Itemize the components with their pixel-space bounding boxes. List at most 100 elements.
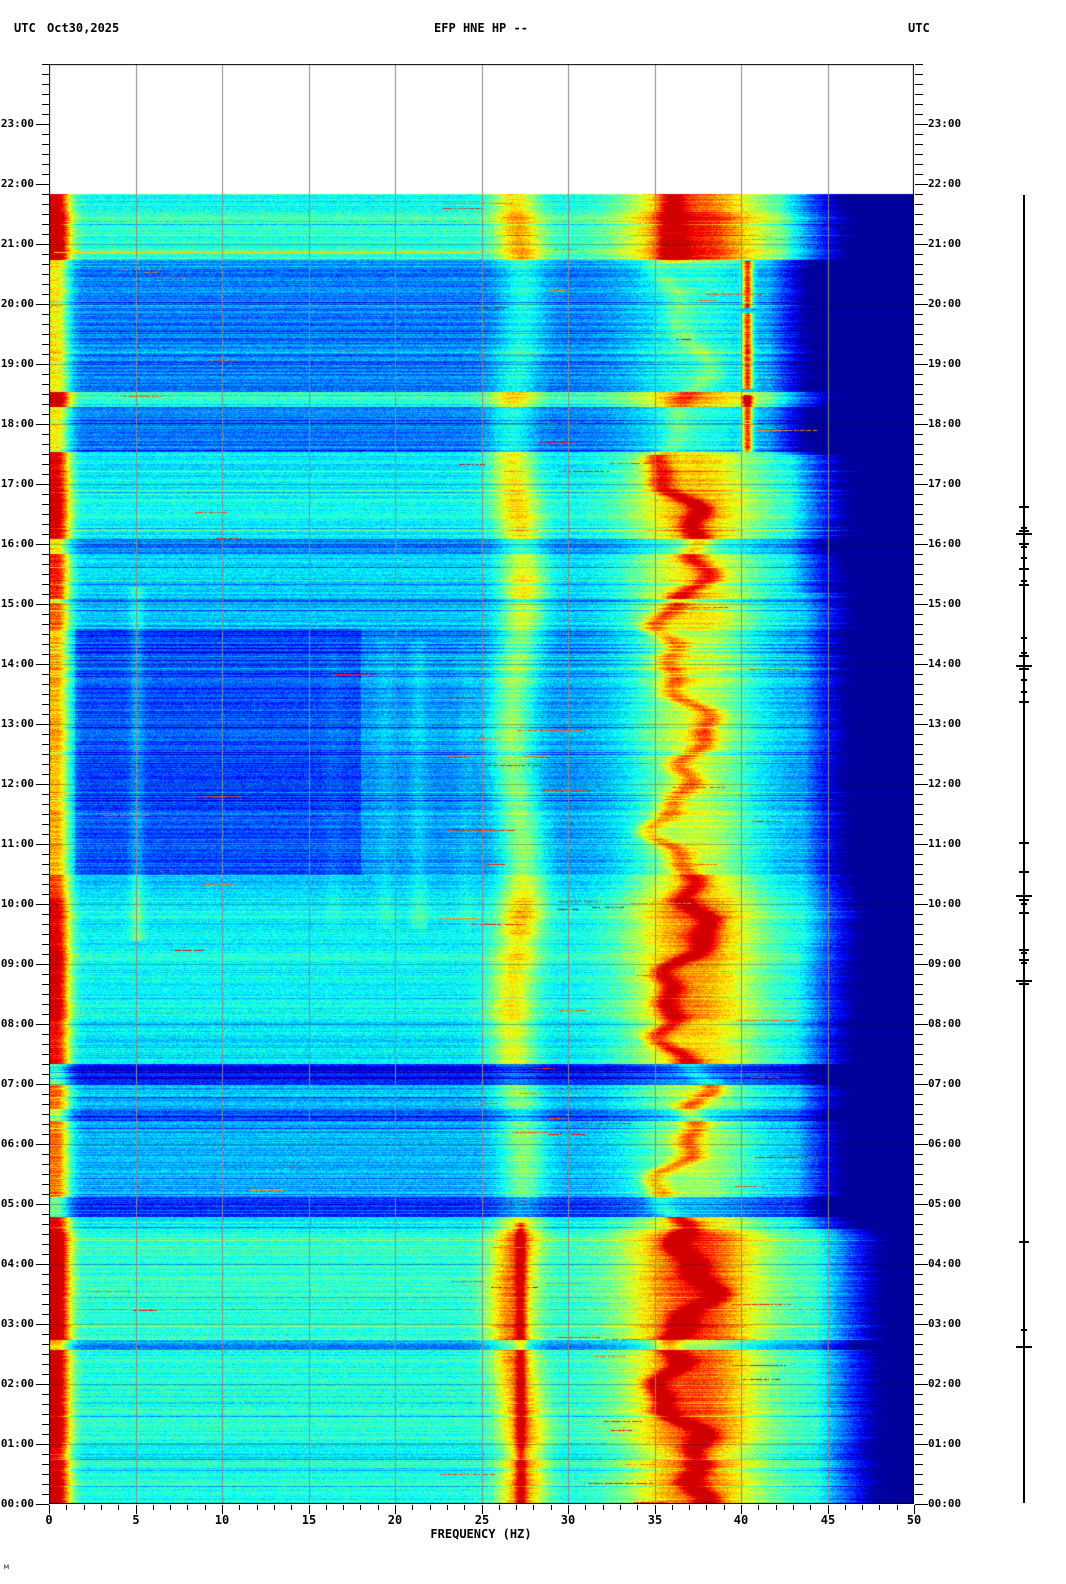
y-tick-right (915, 74, 923, 75)
x-tick (914, 1505, 915, 1514)
x-tick (793, 1505, 794, 1510)
x-tick (395, 1505, 396, 1514)
y-tick-right (915, 1014, 923, 1015)
x-tick (568, 1505, 569, 1514)
x-tick-label: 0 (45, 1513, 53, 1527)
y-tick-right (915, 744, 923, 745)
y-tick-right (915, 964, 928, 965)
y-tick-label-left: 10:00 (0, 897, 34, 910)
y-tick-right (915, 374, 923, 375)
y-tick-right (915, 94, 923, 95)
y-tick-right (915, 504, 923, 505)
y-tick-left (42, 944, 49, 945)
y-tick-left (42, 284, 49, 285)
y-tick-left (42, 624, 49, 625)
y-tick-right (915, 894, 923, 895)
y-tick-right (915, 924, 923, 925)
y-tick-left (42, 884, 49, 885)
y-tick-label-right: 20:00 (928, 297, 962, 310)
x-tick (464, 1505, 465, 1510)
y-tick-left (42, 714, 49, 715)
x-tick (239, 1505, 240, 1510)
x-tick-label: 20 (387, 1513, 403, 1527)
y-tick-right (915, 1374, 923, 1375)
y-tick-label-left: 21:00 (0, 237, 34, 250)
x-tick (482, 1505, 483, 1514)
y-tick-left (42, 1034, 49, 1035)
amplitude-event-tick (1021, 691, 1027, 693)
x-tick-label: 5 (132, 1513, 140, 1527)
y-tick-label-left: 11:00 (0, 837, 34, 850)
y-tick-left (42, 104, 49, 105)
y-tick-right (915, 734, 923, 735)
y-tick-left (36, 1504, 49, 1505)
y-tick-left (36, 184, 49, 185)
y-tick-right (915, 1204, 928, 1205)
y-tick-left (36, 1264, 49, 1265)
y-tick-right (915, 1044, 923, 1045)
y-tick-right (915, 184, 928, 185)
y-tick-right (915, 1134, 923, 1135)
y-tick-right (915, 424, 928, 425)
y-tick-left (42, 754, 49, 755)
x-tick (897, 1505, 898, 1510)
y-tick-right (915, 484, 928, 485)
y-tick-right (915, 284, 923, 285)
y-tick-left (42, 614, 49, 615)
y-tick-label-right: 07:00 (928, 1077, 962, 1090)
y-tick-left (42, 94, 49, 95)
x-tick (603, 1505, 604, 1510)
y-tick-right (915, 454, 923, 455)
x-tick (101, 1505, 102, 1510)
y-tick-right (915, 614, 923, 615)
y-tick-left (42, 1414, 49, 1415)
y-tick-right (915, 804, 923, 805)
y-tick-right (915, 1394, 923, 1395)
y-tick-left (42, 214, 49, 215)
amplitude-event-tick (1019, 530, 1029, 532)
x-tick-label: 40 (733, 1513, 749, 1527)
amplitude-event-tick (1019, 655, 1029, 657)
y-tick-left (42, 1004, 49, 1005)
y-tick-right (915, 244, 928, 245)
y-tick-left (42, 324, 49, 325)
x-tick (845, 1505, 846, 1510)
y-tick-left (42, 1354, 49, 1355)
y-tick-right (915, 214, 923, 215)
y-tick-label-right: 14:00 (928, 657, 962, 670)
y-tick-right (915, 364, 928, 365)
y-tick-left (42, 1474, 49, 1475)
x-tick (706, 1505, 707, 1510)
y-tick-right (915, 1384, 928, 1385)
y-tick-left (36, 1084, 49, 1085)
y-tick-left (42, 354, 49, 355)
y-tick-left (42, 814, 49, 815)
y-tick-left (42, 314, 49, 315)
y-tick-right (915, 854, 923, 855)
y-tick-right (915, 664, 928, 665)
y-tick-right (915, 194, 923, 195)
y-tick-right (915, 714, 923, 715)
y-tick-left (42, 984, 49, 985)
y-tick-left (42, 1494, 49, 1495)
y-tick-label-left: 20:00 (0, 297, 34, 310)
y-tick-left (42, 114, 49, 115)
x-tick (879, 1505, 880, 1510)
x-tick-label: 10 (214, 1513, 230, 1527)
y-tick-label-right: 17:00 (928, 477, 962, 490)
y-tick-left (36, 484, 49, 485)
x-tick (741, 1505, 742, 1514)
y-tick-right (915, 224, 923, 225)
x-tick-label: 30 (560, 1513, 576, 1527)
y-tick-right (915, 584, 923, 585)
y-tick-right (915, 494, 923, 495)
y-tick-left (42, 1284, 49, 1285)
y-tick-left (42, 584, 49, 585)
y-tick-right (915, 1474, 923, 1475)
y-tick-left (42, 634, 49, 635)
y-tick-left (36, 1444, 49, 1445)
y-tick-left (36, 244, 49, 245)
amplitude-event-tick (1019, 568, 1029, 570)
y-tick-left (42, 744, 49, 745)
header-utc-right: UTC (908, 21, 930, 35)
